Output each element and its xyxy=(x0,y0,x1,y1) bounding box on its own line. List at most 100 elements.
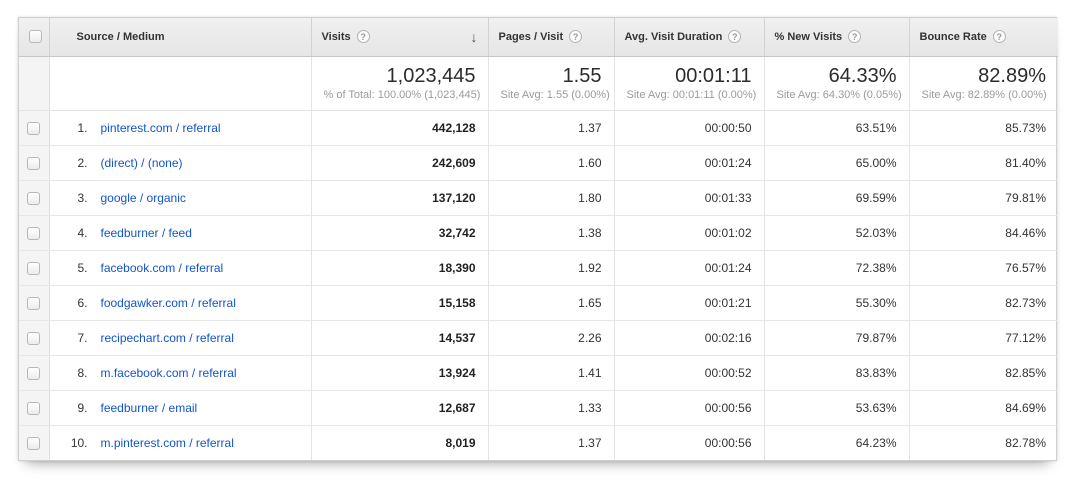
summary-bounce-rate: 82.89% Site Avg: 82.89% (0.00%) xyxy=(908,56,1058,111)
select-all-checkbox[interactable] xyxy=(29,30,42,44)
help-icon[interactable]: ? xyxy=(992,30,1006,44)
new-visits-value: 55.30% xyxy=(763,285,909,321)
source-medium-link[interactable]: pinterest.com / referral xyxy=(100,120,221,135)
new-visits-value: 65.00% xyxy=(763,145,909,181)
source-medium-link[interactable]: (direct) / (none) xyxy=(100,155,183,170)
avg-visit-duration: 00:01:11 xyxy=(675,65,752,87)
totals-summary-row: 1,023,445 % of Total: 100.00% (1,023,445… xyxy=(19,56,1058,111)
pages-visit-value: 1.80 xyxy=(487,180,614,216)
table-row: 6. foodgawker.com / referral 15,158 1.65 … xyxy=(19,285,1058,321)
column-header-bounce-rate[interactable]: Bounce Rate ? xyxy=(908,18,1058,57)
row-rank: 7. xyxy=(77,330,88,345)
source-medium-link[interactable]: feedburner / feed xyxy=(100,225,192,240)
pages-visit-value: 1.37 xyxy=(487,110,614,146)
source-medium-link[interactable]: m.pinterest.com / referral xyxy=(100,435,234,450)
row-check-cell xyxy=(19,285,50,321)
duration-value: 00:00:56 xyxy=(613,425,764,460)
table-row: 7. recipechart.com / referral 14,537 2.26… xyxy=(19,320,1058,356)
source-medium-link[interactable]: recipechart.com / referral xyxy=(100,330,234,345)
column-header-avg-visit-duration[interactable]: Avg. Visit Duration ? xyxy=(613,18,764,57)
source-medium-link[interactable]: feedburner / email xyxy=(100,400,198,415)
source-medium-link[interactable]: google / organic xyxy=(100,190,186,205)
row-check-cell xyxy=(19,145,50,181)
pct-new-visits: 64.33% xyxy=(828,65,897,87)
row-check-cell xyxy=(19,250,50,286)
visits-value: 442,128 xyxy=(310,110,488,146)
avg-pages-visit: 1.55 xyxy=(562,65,602,87)
row-rank: 5. xyxy=(77,260,88,275)
source-medium-link[interactable]: foodgawker.com / referral xyxy=(100,295,236,310)
table-row: 4. feedburner / feed 32,742 1.38 00:01:02… xyxy=(19,215,1058,251)
bounce-rate-value: 76.57% xyxy=(908,250,1058,286)
row-checkbox[interactable] xyxy=(27,261,41,275)
bounce-rate: 82.89% xyxy=(978,65,1046,87)
pages-visit-value: 1.41 xyxy=(487,355,614,391)
new-visits-value: 63.51% xyxy=(763,110,909,146)
column-label: Bounce Rate xyxy=(919,30,987,43)
visits-value: 15,158 xyxy=(310,285,488,321)
summary-visits: 1,023,445 % of Total: 100.00% (1,023,445… xyxy=(310,56,488,111)
visits-value: 32,742 xyxy=(310,215,488,251)
source-medium-link[interactable]: facebook.com / referral xyxy=(100,260,224,275)
help-icon[interactable]: ? xyxy=(356,30,370,44)
source-medium-table: Source / Medium Visits ? ↓ Pages / Visit… xyxy=(18,17,1058,461)
duration-value: 00:00:52 xyxy=(613,355,764,391)
row-checkbox[interactable] xyxy=(27,121,41,135)
avg-pages-subtext: Site Avg: 1.55 (0.00%) xyxy=(500,89,610,101)
new-visits-value: 53.63% xyxy=(763,390,909,426)
row-rank: 9. xyxy=(77,400,88,415)
column-label: Source / Medium xyxy=(76,30,165,43)
row-checkbox[interactable] xyxy=(27,226,41,240)
row-checkbox[interactable] xyxy=(27,331,41,345)
duration-value: 00:01:24 xyxy=(613,250,764,286)
pages-visit-value: 1.38 xyxy=(487,215,614,251)
duration-value: 00:00:50 xyxy=(613,110,764,146)
column-header-pct-new-visits[interactable]: % New Visits ? xyxy=(763,18,909,57)
row-check-cell xyxy=(19,355,50,391)
bounce-rate-value: 81.40% xyxy=(908,145,1058,181)
row-checkbox[interactable] xyxy=(27,156,41,170)
select-all-cell xyxy=(19,18,49,57)
row-checkbox[interactable] xyxy=(27,436,41,450)
total-visits: 1,023,445 xyxy=(386,65,476,87)
row-rank: 2. xyxy=(77,155,88,170)
bounce-rate-value: 79.81% xyxy=(908,180,1058,216)
help-icon[interactable]: ? xyxy=(848,30,862,44)
duration-value: 00:01:33 xyxy=(613,180,764,216)
sort-descending-icon[interactable]: ↓ xyxy=(470,28,478,45)
column-header-source-medium[interactable]: Source / Medium xyxy=(48,18,311,57)
bounce-rate-value: 84.69% xyxy=(908,390,1058,426)
bounce-rate-subtext: Site Avg: 82.89% (0.00%) xyxy=(921,89,1047,101)
total-visits-subtext: % of Total: 100.00% (1,023,445) xyxy=(323,89,481,101)
duration-value: 00:01:24 xyxy=(613,145,764,181)
column-label: Visits xyxy=(321,30,351,43)
row-checkbox[interactable] xyxy=(27,191,41,205)
column-header-pages-visit[interactable]: Pages / Visit ? xyxy=(487,18,614,57)
help-icon[interactable]: ? xyxy=(728,30,742,44)
row-checkbox[interactable] xyxy=(27,366,41,380)
source-medium-link[interactable]: m.facebook.com / referral xyxy=(100,365,237,380)
row-check-cell xyxy=(19,425,50,460)
summary-pages-visit: 1.55 Site Avg: 1.55 (0.00%) xyxy=(487,56,614,111)
help-icon[interactable]: ? xyxy=(569,30,583,44)
new-visits-value: 64.23% xyxy=(763,425,909,460)
visits-value: 14,537 xyxy=(310,320,488,356)
summary-check-cell xyxy=(19,56,50,111)
column-header-visits[interactable]: Visits ? ↓ xyxy=(310,18,488,57)
row-rank: 1. xyxy=(77,120,88,135)
row-check-cell xyxy=(19,390,50,426)
visits-value: 13,924 xyxy=(310,355,488,391)
new-visits-value: 69.59% xyxy=(763,180,909,216)
pages-visit-value: 1.65 xyxy=(487,285,614,321)
row-checkbox[interactable] xyxy=(27,296,41,310)
bounce-rate-value: 82.85% xyxy=(908,355,1058,391)
row-rank: 4. xyxy=(77,225,88,240)
duration-value: 00:02:16 xyxy=(613,320,764,356)
table-row: 1. pinterest.com / referral 442,128 1.37 … xyxy=(19,110,1058,146)
bounce-rate-value: 85.73% xyxy=(908,110,1058,146)
row-checkbox[interactable] xyxy=(27,401,41,415)
row-check-cell xyxy=(19,110,50,146)
visits-value: 8,019 xyxy=(310,425,488,460)
pages-visit-value: 1.60 xyxy=(487,145,614,181)
table-row: 2. (direct) / (none) 242,609 1.60 00:01:2… xyxy=(19,145,1058,181)
